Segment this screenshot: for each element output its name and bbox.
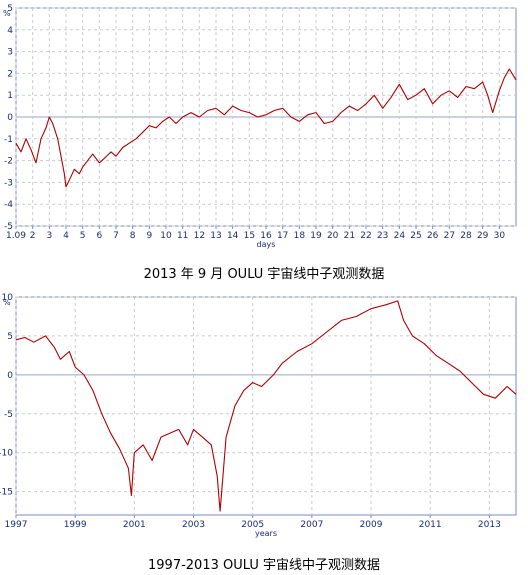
- chart1-y-tick-label: 4: [7, 26, 13, 36]
- chart1-y-tick-label: 1: [7, 91, 13, 101]
- chart1-x-tick-label: 1.09: [6, 231, 26, 241]
- chart2-x-tick-label: 2013: [478, 520, 501, 530]
- chart1-x-tick-label: 27: [444, 231, 455, 241]
- chart1-x-tick-label: 24: [394, 231, 406, 241]
- chart2-y-tick-label: -5: [4, 410, 13, 420]
- chart1-x-tick-label: 22: [360, 231, 371, 241]
- chart1-x-tick-label: 18: [294, 231, 306, 241]
- chart1-x-tick-label: 29: [477, 231, 489, 241]
- chart1-x-tick-label: 16: [260, 231, 272, 241]
- chart2-y-tick-label: 10: [2, 293, 14, 303]
- chart1-x-tick-label: 5: [80, 231, 86, 241]
- chart1-y-tick-label: 2: [7, 69, 13, 79]
- chart1-x-tick-label: 26: [427, 231, 439, 241]
- chart1-x-tick-label: 15: [244, 231, 255, 241]
- chart2-unit-label: %: [3, 298, 11, 307]
- chart1-caption: 2013 年 9 月 OULU 宇宙线中子观测数据: [143, 267, 385, 282]
- chart2-x-tick-label: 2003: [182, 520, 205, 530]
- chart1-x-tick-label: 9: [146, 231, 152, 241]
- chart1-y-tick-label: -2: [4, 157, 13, 167]
- chart1-x-tick-label: 12: [194, 231, 205, 241]
- chart2-x-tick-label: 2005: [241, 520, 264, 530]
- chart2-x-tick-label: 2009: [360, 520, 383, 530]
- chart1-y-tick-label: 0: [7, 113, 13, 123]
- chart1-x-tick-label: 14: [227, 231, 239, 241]
- chart2-y-tick-label: -15: [0, 488, 13, 498]
- chart2-y-tick-label: 0: [7, 371, 13, 381]
- chart1-x-tick-label: 17: [277, 231, 288, 241]
- chart2-y-tick-label: 5: [7, 332, 13, 342]
- chart2-x-tick-label: 2011: [419, 520, 442, 530]
- chart2-series-line-0: [15, 300, 517, 512]
- chart1-x-tick-label: 21: [344, 231, 355, 241]
- chart1-y-tick-label: -4: [4, 200, 13, 210]
- chart1-x-tick-label: 11: [177, 231, 188, 241]
- chart2-x-tick-label: 2001: [123, 520, 146, 530]
- chart1-x-axis-label: days: [257, 240, 276, 249]
- chart1-x-tick-label: 28: [460, 231, 472, 241]
- chart1-y-tick-label: -3: [4, 178, 13, 188]
- chart1-series-line-0: [15, 68, 517, 188]
- chart1-x-tick-label: 20: [327, 231, 339, 241]
- chart1-y-tick-label: 3: [7, 48, 13, 58]
- chart2-caption: 1997-2013 OULU 宇宙线中子观测数据: [148, 558, 380, 573]
- chart1-y-tick-label: 5: [7, 4, 13, 14]
- chart1-unit-label: %: [3, 9, 11, 18]
- chart1-x-tick-label: 4: [63, 231, 69, 241]
- chart1-y-tick-label: -1: [4, 135, 13, 145]
- chart1-x-tick-label: 3: [46, 231, 52, 241]
- chart1-x-tick-label: 6: [96, 231, 102, 241]
- chart2-x-tick-label: 1999: [64, 520, 87, 530]
- chart2-x-tick-label: 2007: [300, 520, 323, 530]
- chart1-x-tick-label: 19: [310, 231, 322, 241]
- chart2-plot-area: [15, 296, 517, 516]
- chart1-x-tick-label: 13: [210, 231, 221, 241]
- chart1-x-tick-label: 23: [377, 231, 388, 241]
- chart2-x-tick-label: 1997: [5, 520, 28, 530]
- chart2-x-axis-label: years: [255, 529, 277, 538]
- chart1-x-tick-label: 8: [130, 231, 136, 241]
- chart1-x-tick-label: 10: [160, 231, 172, 241]
- chart-1997-2013: -15 -10 -5 0 5 10 1997 1999 2001 2003 2005 2007 2009…: [0, 293, 517, 538]
- chart1-x-tick-label: 25: [410, 231, 421, 241]
- chart1-x-tick-label: 30: [494, 231, 506, 241]
- chart1-y-tick-label: -5: [4, 222, 13, 232]
- chart2-y-tick-label: -10: [0, 449, 13, 459]
- chart1-x-tick-label: 2: [30, 231, 36, 241]
- chart1-x-tick-label: 7: [113, 231, 119, 241]
